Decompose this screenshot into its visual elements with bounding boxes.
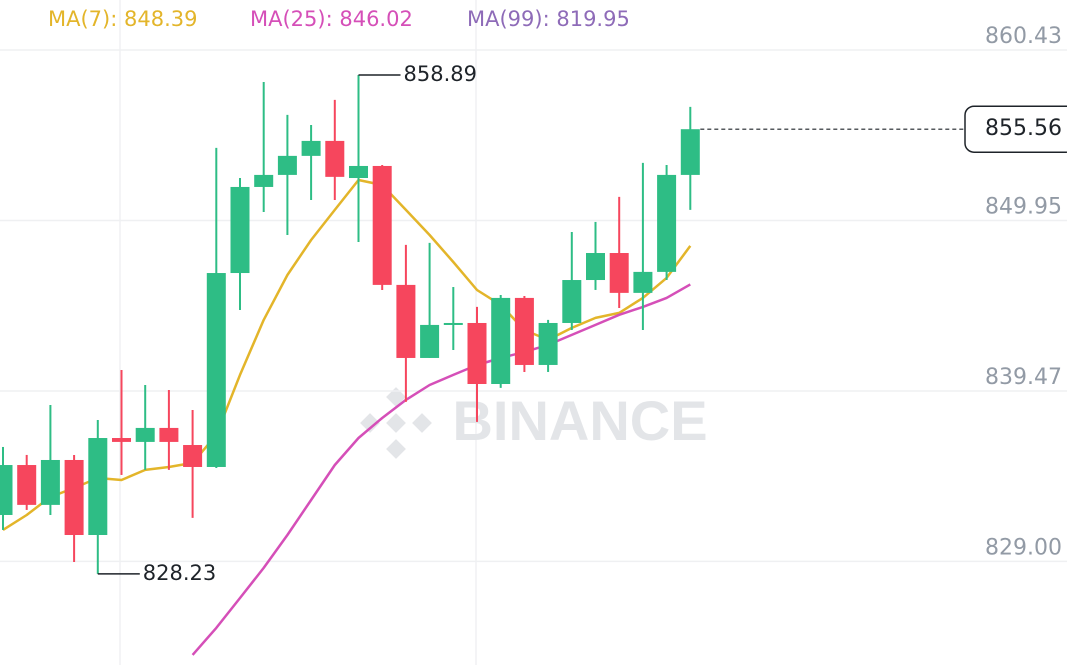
candle-body bbox=[538, 322, 558, 365]
low-marker-label: 828.23 bbox=[143, 561, 216, 585]
candle-body bbox=[64, 459, 84, 535]
candle-body bbox=[514, 297, 534, 365]
legend-entry: MA(99): 819.95 bbox=[467, 7, 630, 31]
watermark: BINANCE bbox=[360, 387, 708, 459]
candle-body bbox=[349, 165, 368, 179]
candle-body bbox=[0, 465, 13, 515]
candle-body bbox=[17, 465, 37, 505]
candle-body bbox=[443, 322, 463, 325]
candle-body bbox=[420, 324, 440, 358]
y-tick-label: 849.95 bbox=[985, 194, 1062, 219]
candle-body bbox=[277, 155, 297, 175]
candle-body bbox=[586, 253, 605, 281]
candle-body bbox=[112, 438, 131, 442]
last-price-box bbox=[964, 105, 1067, 153]
candle-body bbox=[680, 129, 700, 175]
candle-body bbox=[657, 174, 677, 272]
legend-entry: MA(25): 846.02 bbox=[250, 7, 413, 31]
candle-body bbox=[135, 427, 155, 442]
high-marker-label: 858.89 bbox=[404, 62, 477, 86]
candle-body bbox=[609, 253, 629, 293]
candle-body bbox=[206, 273, 226, 467]
last-price-label: 855.56 bbox=[985, 116, 1062, 141]
candle-body bbox=[301, 140, 321, 156]
watermark-text: BINANCE bbox=[452, 389, 707, 452]
candle-body bbox=[159, 427, 179, 442]
candle-body bbox=[372, 165, 392, 285]
candle-body bbox=[396, 284, 416, 358]
y-tick-label: 829.00 bbox=[985, 535, 1062, 560]
candle-body bbox=[254, 174, 274, 187]
candle-body bbox=[467, 322, 487, 384]
candle-body bbox=[633, 271, 653, 293]
candle-body bbox=[40, 459, 60, 505]
legend-entry: MA(7): 848.39 bbox=[48, 7, 197, 31]
candle-body bbox=[491, 297, 511, 384]
candle-body bbox=[230, 186, 250, 274]
y-tick-label: 860.43 bbox=[985, 24, 1062, 49]
y-tick-label: 839.47 bbox=[985, 365, 1062, 390]
candle-body bbox=[325, 140, 345, 177]
watermark-logo bbox=[360, 387, 432, 459]
legend: MA(7): 848.39 MA(25): 846.02 MA(99): 819.9… bbox=[48, 7, 630, 31]
candle-body bbox=[562, 280, 582, 323]
ma-line bbox=[191, 283, 691, 656]
candle-body bbox=[183, 445, 203, 467]
ma-line bbox=[2, 178, 692, 531]
candle-body bbox=[88, 438, 108, 535]
